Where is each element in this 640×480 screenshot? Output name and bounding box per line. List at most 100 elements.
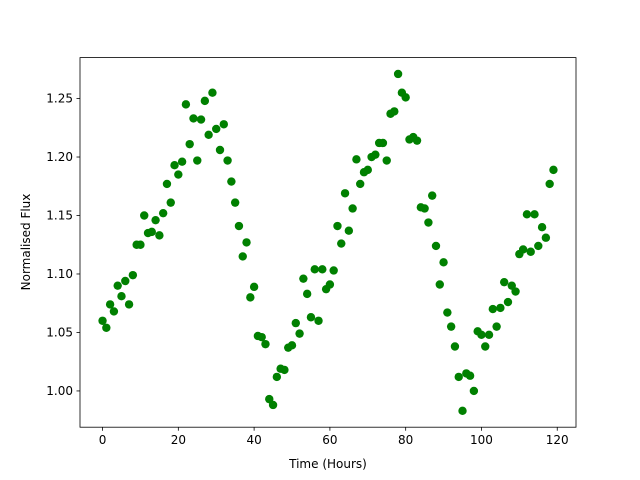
point bbox=[549, 165, 558, 175]
x-tick-label: 40 bbox=[246, 433, 261, 447]
point bbox=[147, 227, 157, 237]
point bbox=[302, 289, 312, 299]
point bbox=[511, 287, 520, 296]
point bbox=[291, 318, 300, 328]
point bbox=[363, 165, 372, 175]
point bbox=[234, 221, 244, 231]
point bbox=[325, 280, 335, 289]
point bbox=[541, 233, 551, 242]
point bbox=[465, 371, 475, 380]
point bbox=[295, 329, 304, 338]
point bbox=[499, 277, 509, 287]
point bbox=[503, 297, 513, 307]
point bbox=[420, 204, 429, 213]
point bbox=[333, 221, 342, 231]
point bbox=[166, 198, 175, 207]
point bbox=[105, 300, 115, 309]
point bbox=[356, 179, 365, 189]
y-axis-label: Normalised Flux bbox=[19, 194, 33, 291]
point bbox=[371, 150, 380, 159]
point bbox=[227, 177, 236, 186]
x-tick-label: 60 bbox=[322, 433, 337, 447]
point bbox=[177, 157, 187, 166]
x-tick-label: 20 bbox=[171, 433, 186, 447]
point bbox=[249, 282, 259, 292]
point bbox=[534, 241, 543, 251]
point bbox=[496, 303, 505, 313]
point bbox=[219, 120, 228, 129]
plot-frame bbox=[79, 57, 577, 428]
point bbox=[537, 222, 547, 232]
point bbox=[340, 189, 350, 198]
point bbox=[242, 238, 251, 247]
point bbox=[454, 372, 463, 382]
point bbox=[530, 210, 539, 219]
point bbox=[518, 245, 528, 254]
point bbox=[174, 170, 183, 179]
x-tick-label: 80 bbox=[398, 433, 413, 447]
point bbox=[352, 155, 361, 164]
point bbox=[492, 322, 501, 331]
x-axis-label: Time (Hours) bbox=[288, 457, 367, 471]
y-tick-label: 1.05 bbox=[46, 325, 73, 339]
point bbox=[208, 88, 217, 97]
point bbox=[155, 231, 164, 240]
point bbox=[181, 100, 191, 109]
point bbox=[306, 313, 316, 322]
point bbox=[488, 304, 498, 314]
point bbox=[318, 265, 327, 274]
point bbox=[212, 124, 221, 134]
point bbox=[158, 208, 168, 218]
x-tick-label: 120 bbox=[546, 433, 569, 447]
point bbox=[522, 210, 532, 219]
point bbox=[481, 342, 490, 351]
point bbox=[344, 226, 354, 235]
y-tick-label: 1.20 bbox=[46, 150, 73, 164]
point bbox=[526, 247, 535, 256]
point bbox=[424, 218, 433, 227]
point bbox=[272, 372, 282, 382]
point bbox=[121, 276, 130, 286]
point bbox=[348, 204, 357, 213]
point bbox=[102, 323, 111, 332]
y-tick-label: 1.25 bbox=[46, 92, 73, 106]
point bbox=[337, 239, 346, 248]
point bbox=[193, 156, 202, 165]
point bbox=[124, 300, 134, 309]
point bbox=[204, 130, 213, 139]
point bbox=[257, 332, 266, 342]
point bbox=[439, 258, 448, 267]
point bbox=[412, 136, 422, 145]
point bbox=[113, 281, 122, 290]
point bbox=[196, 115, 206, 124]
point bbox=[98, 316, 107, 325]
point bbox=[484, 330, 494, 339]
point bbox=[393, 69, 403, 79]
point bbox=[431, 241, 441, 251]
point bbox=[140, 211, 149, 220]
point bbox=[223, 156, 232, 165]
y-tick-label: 1.00 bbox=[46, 384, 73, 398]
point bbox=[215, 145, 225, 155]
point bbox=[230, 198, 240, 207]
point bbox=[382, 156, 391, 165]
y-tick-label: 1.15 bbox=[46, 208, 73, 222]
point bbox=[189, 114, 198, 123]
point bbox=[390, 107, 399, 116]
point bbox=[162, 179, 172, 189]
point bbox=[545, 179, 554, 189]
point bbox=[261, 339, 270, 349]
point bbox=[287, 341, 297, 350]
point bbox=[280, 365, 289, 375]
point bbox=[401, 93, 410, 102]
point bbox=[435, 280, 444, 289]
x-tick-label: 100 bbox=[470, 433, 493, 447]
point bbox=[299, 274, 308, 283]
point bbox=[428, 191, 437, 200]
point bbox=[268, 400, 278, 410]
point bbox=[151, 215, 160, 225]
point bbox=[310, 265, 319, 274]
point bbox=[458, 406, 467, 416]
point bbox=[329, 266, 338, 275]
point bbox=[109, 307, 119, 316]
